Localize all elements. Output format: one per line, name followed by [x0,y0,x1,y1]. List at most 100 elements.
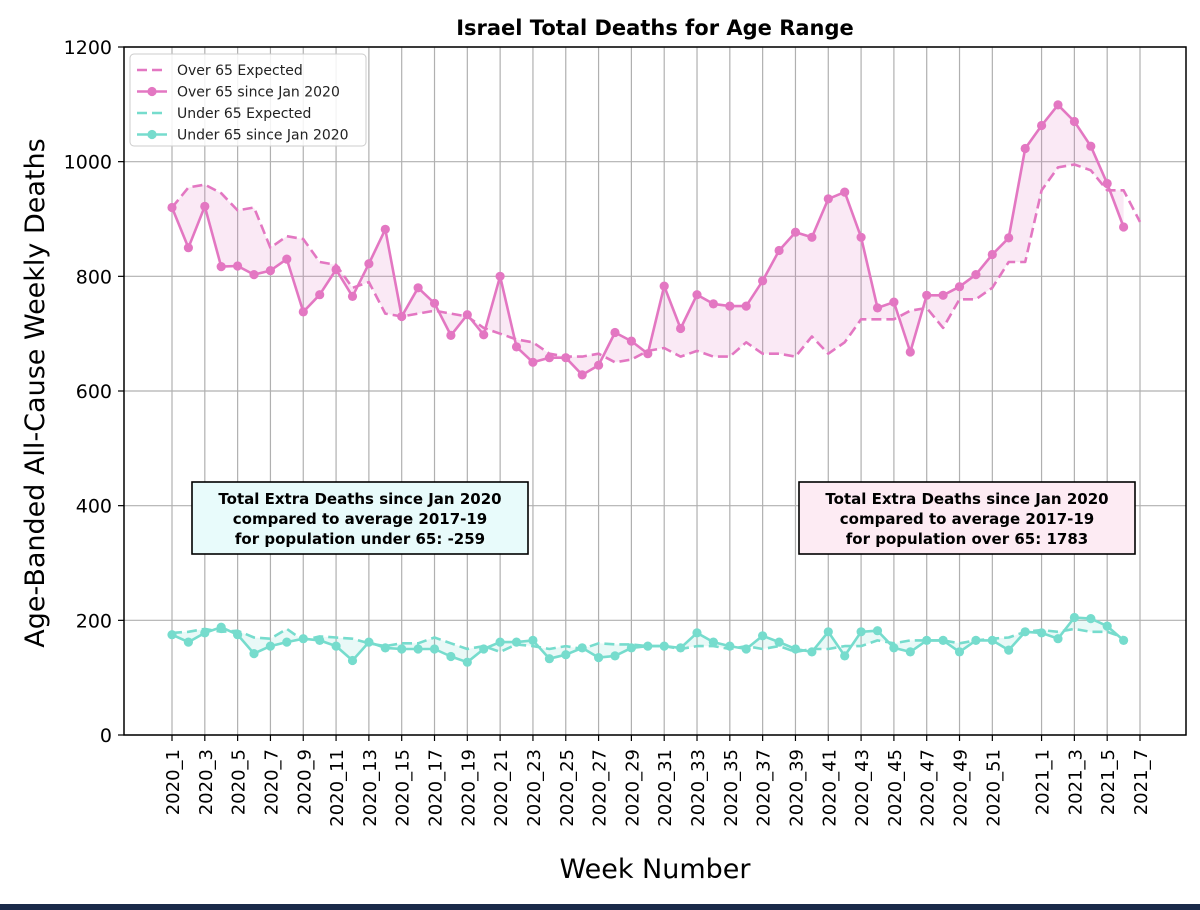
over-65-since-jan-2020-point [1004,233,1014,243]
x-tick-label: 2020_27 [590,749,611,827]
y-tick-label: 400 [76,496,112,518]
over-65-since-jan-2020-point [544,353,555,363]
over-65-since-jan-2020-point [610,327,620,338]
x-tick-label: 2020_21 [491,749,512,827]
over-65-since-jan-2020-point [167,202,177,213]
excess-fill-areas [172,104,1124,663]
annotations: Total Extra Deaths since Jan 2020 compare… [191,481,1136,555]
under-65-since-jan-2020-point [265,641,275,651]
over-65-since-jan-2020-point [413,283,423,293]
over-65-expected-line [170,163,1142,364]
over-65-since-jan-2020-point [561,353,571,363]
under-65-since-jan-2020-point [790,644,801,654]
legend-label: Under 65 Expected [177,106,311,122]
over-65-since-jan-2020-point [659,281,669,291]
over-65-since-jan-2020-point [1086,141,1096,151]
over-65-summary-line: compared to average 2017-19 [840,510,1095,528]
over-65-since-jan-2020-point [1119,222,1129,232]
over-65-summary: Total Extra Deaths since Jan 2020 compare… [798,481,1136,555]
series-lines [167,100,1142,667]
over-65-since-jan-2020-point [216,262,226,272]
under-65-since-jan-2020-point [380,643,390,653]
under-65-since-jan-2020-point [577,643,587,653]
legend-label: Under 65 since Jan 2020 [177,128,349,144]
over-65-since-jan-2020-point [692,290,702,300]
over-65-since-jan-2020-point [708,299,719,309]
x-tick-label: 2020_51 [983,749,1004,827]
x-tick-label: 2020_43 [852,749,873,827]
under-65-since-jan-2020-point [1053,634,1063,644]
x-tick-label: 2021_1 [1033,749,1054,815]
over-65-since-jan-2020-point [249,270,259,280]
under-65-since-jan-2020-point [462,657,472,667]
under-65-since-jan-2020-point [905,647,915,657]
under-65-since-jan-2020-point [1086,614,1096,624]
x-tick-label: 2020_3 [196,749,217,815]
legend-box [129,53,367,147]
under-65-since-jan-2020-point [708,637,719,647]
under-65-summary-line: for population under 65: -259 [235,530,485,548]
over-65-since-jan-2020-point [741,301,751,311]
over-65-summary-line: for population over 65: 1783 [846,530,1088,548]
under-65-since-jan-2020-point [971,635,981,646]
x-tick-label: 2020_13 [360,749,381,827]
over-65-summary-box [798,481,1136,555]
under-65-summary-line: Total Extra Deaths since Jan 2020 [218,490,501,508]
under-65-summary-line: compared to average 2017-19 [233,510,488,528]
x-tick-label: 2020_9 [294,749,315,815]
under-65-since-jan-2020-point [511,637,522,647]
under-65-since-jan-2020-point [495,637,505,647]
x-tick-label: 2020_39 [786,749,807,827]
x-tick-label: 2020_17 [426,749,447,827]
under-65-since-jan-2020-point [233,630,243,640]
over-65-since-jan-2020-point [528,357,538,367]
over-65-since-jan-2020-point [1102,178,1112,189]
under-65-since-jan-2020-point [659,641,669,651]
x-tick-label: 2020_19 [458,749,479,827]
under-65-since-jan-2020-point [397,644,407,654]
under-65-since-jan-2020-point [561,650,571,660]
under-65-since-jan-2020-point [774,637,784,647]
under-65-expected-line [171,627,1125,654]
over-65-since-jan-2020-point [282,254,292,264]
over-65-since-jan-2020-point [479,330,489,340]
under-65-since-jan-2020-point [758,631,768,641]
under-65-since-jan-2020-point [1119,635,1129,646]
y-tick-label: 1000 [64,152,112,174]
under-65-since-jan-2020-point [872,626,883,636]
under-65-since-jan-2020-point [807,647,817,657]
under-65-since-jan-2020-point [1069,612,1079,623]
over-65-since-jan-2020-point [495,271,505,281]
over-65-since-jan-2020-point [183,243,193,253]
under-65-since-jan-2020-point [528,635,538,646]
under-65-since-jan-2020-point [1037,628,1047,638]
under-65-since-jan-2020-point [249,649,259,659]
legend-label: Over 65 Expected [177,63,303,79]
under-65-since-jan-2020-point [1020,627,1030,637]
over-65-excess-fill [172,104,1124,375]
x-tick-label: 2020_25 [557,749,578,827]
under-65-since-jan-2020-line [171,616,1125,664]
under-65-since-jan-2020-point [643,641,653,651]
over-65-since-jan-2020-point [856,232,866,242]
over-65-since-jan-2020-point [511,342,522,352]
under-65-since-jan-2020-point [282,637,292,647]
x-tick-label: 2020_7 [261,749,282,815]
over-65-since-jan-2020-point [397,311,407,322]
under-65-since-jan-2020-point [725,641,735,651]
x-tick-label: 2021_7 [1131,749,1152,815]
under-65-since-jan-2020-point [429,644,440,654]
over-65-since-jan-2020-point [823,194,833,204]
bottom-strip [0,904,1200,910]
x-tick-label: 2021_3 [1065,749,1086,815]
over-65-since-jan-2020-point [626,336,637,346]
under-65-since-jan-2020-point [676,643,686,653]
over-65-since-jan-2020-point [938,290,948,300]
x-tick-label: 2020_1 [163,749,184,815]
x-tick-label: 2020_15 [393,749,414,827]
over-65-since-jan-2020-point [954,282,965,292]
under-65-since-jan-2020-point [922,635,932,646]
under-65-since-jan-2020-point [1102,621,1112,631]
under-65-since-jan-2020-point [413,644,423,654]
under-65-since-jan-2020-point [200,628,210,638]
